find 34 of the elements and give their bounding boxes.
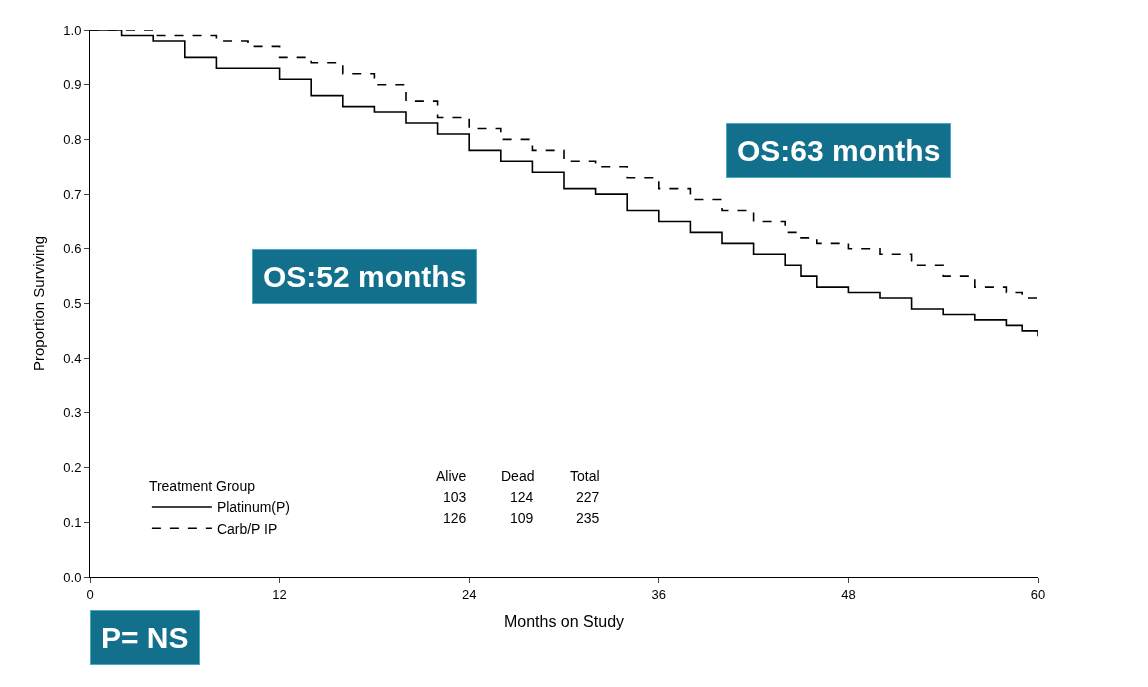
annotation: 126 — [443, 510, 467, 526]
y-tick-label: 0.3 — [63, 405, 82, 421]
annotation: Dead — [501, 468, 535, 484]
x-tick-label: 48 — [841, 586, 856, 602]
x-tick-label: 0 — [86, 586, 94, 602]
y-tick-label: 0.5 — [63, 296, 82, 312]
legend-label: Platinum(P) — [216, 499, 291, 516]
y-tick-label: 0.4 — [63, 350, 82, 366]
y-tick-label: 0.8 — [63, 131, 82, 147]
y-tick-label: 0.9 — [63, 77, 82, 93]
annotation: 124 — [510, 489, 534, 505]
annotation: Alive — [436, 468, 467, 484]
x-tick-label: 60 — [1030, 586, 1046, 602]
annotation: 103 — [443, 489, 467, 505]
y-tick-label: 0.0 — [63, 569, 82, 585]
x-axis-title: Months on Study — [503, 613, 625, 631]
y-tick-label: 0.7 — [63, 186, 82, 202]
legend-label: Carb/P IP — [216, 520, 278, 537]
y-axis-title: Proportion Surviving — [29, 235, 47, 372]
annotation: 235 — [576, 510, 600, 526]
x-tick-label: 36 — [651, 586, 667, 602]
annotation: OS:63 months — [737, 134, 941, 167]
legend-title: Treatment Group — [148, 478, 256, 495]
y-tick-label: 1.0 — [63, 22, 82, 38]
y-tick-label: 0.1 — [63, 514, 82, 530]
y-tick-label: 0.6 — [63, 241, 82, 257]
x-tick-label: 24 — [461, 586, 477, 602]
annotation: 227 — [576, 489, 600, 505]
annotation: OS:52 months — [263, 260, 467, 293]
annotation: 109 — [510, 510, 534, 526]
y-tick-label: 0.2 — [63, 460, 82, 476]
x-tick-label: 12 — [272, 586, 287, 602]
annotation: Total — [570, 468, 600, 484]
text: P= NS — [101, 621, 189, 654]
